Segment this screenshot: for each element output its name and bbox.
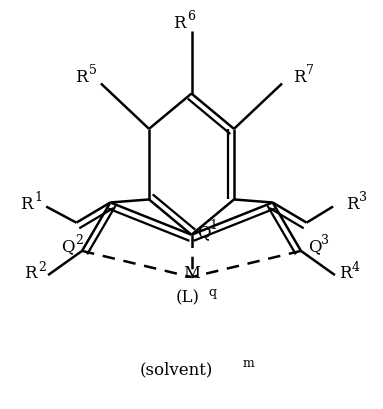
Text: 3: 3 — [321, 234, 329, 247]
Text: Q: Q — [197, 224, 211, 241]
Text: R: R — [75, 69, 88, 86]
Text: 6: 6 — [187, 10, 195, 23]
Text: 2: 2 — [38, 261, 46, 274]
Text: 1: 1 — [34, 191, 42, 204]
Text: Q: Q — [61, 238, 74, 255]
Text: 1: 1 — [210, 219, 218, 232]
Text: 4: 4 — [351, 261, 359, 274]
Text: (L): (L) — [176, 290, 200, 307]
Text: R: R — [20, 196, 33, 213]
Text: R: R — [24, 265, 37, 282]
Text: M: M — [183, 265, 200, 282]
Text: 2: 2 — [75, 234, 83, 247]
Text: m: m — [242, 357, 254, 371]
Text: R: R — [346, 196, 359, 213]
Text: R: R — [339, 265, 351, 282]
Text: q: q — [208, 285, 217, 299]
Text: 7: 7 — [306, 64, 314, 77]
Text: R: R — [293, 69, 306, 86]
Text: (solvent): (solvent) — [140, 362, 213, 378]
Text: Q: Q — [309, 238, 322, 255]
Text: 5: 5 — [89, 64, 97, 77]
Text: 3: 3 — [359, 191, 367, 204]
Text: R: R — [173, 15, 186, 32]
